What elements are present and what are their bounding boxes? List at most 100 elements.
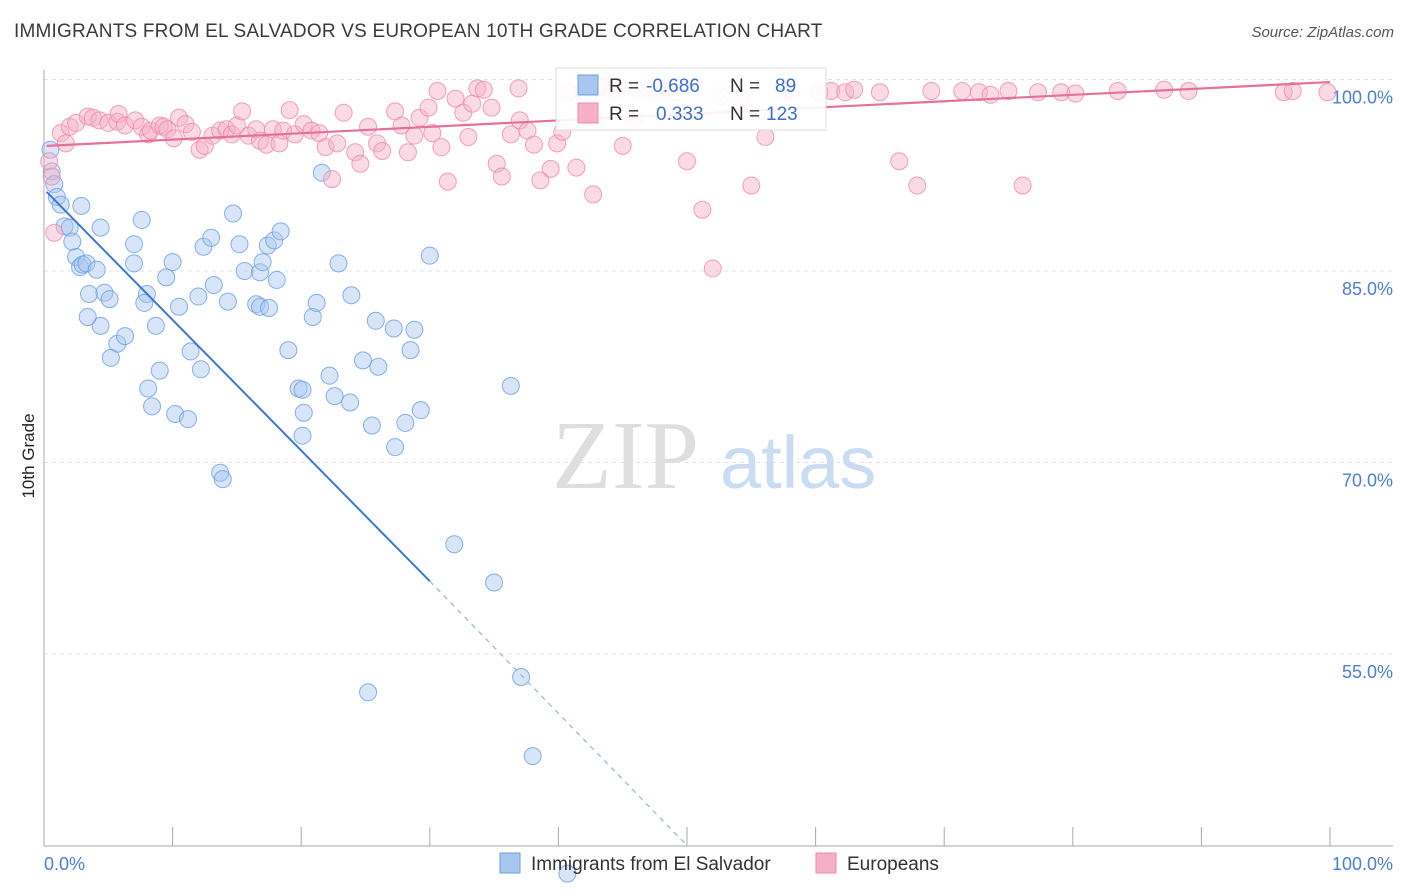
scatter-point [384,319,403,338]
scatter-point [742,176,761,195]
scatter-point [279,341,298,360]
scatter-point [176,115,195,134]
scatter-point [125,235,144,254]
y-tick-label: 55.0% [1342,662,1393,682]
scatter-point [411,401,430,420]
scatter-point [271,222,290,241]
legend-swatch-europeans [815,852,837,874]
legend-swatch-el-salvador [499,852,521,874]
scatter-point [312,163,331,182]
scatter-point [334,103,353,122]
scatter-point [373,141,392,160]
watermark-zip: ZIP [552,402,699,510]
scatter-point [139,379,158,398]
scatter-point [181,342,200,361]
source-label: Source: ZipAtlas.com [1251,24,1394,41]
scatter-point [541,159,560,178]
scatter-point [446,89,465,108]
scatter-point [182,122,201,141]
scatter-point [1108,81,1127,100]
scatter-point [693,200,712,219]
scatter-point [293,426,312,445]
scatter-point [510,111,529,130]
scatter-point [257,135,276,154]
y-axis-label: 10th Grade [19,413,38,498]
scatter-point [126,111,145,130]
scatter-point [132,117,151,136]
scatter-point [953,81,972,100]
scatter-point [845,80,864,99]
scatter-point [78,307,97,326]
stats-n-value-2: 123 [766,104,798,125]
scatter-point [51,195,70,214]
scatter-point [150,361,169,380]
scatter-point [445,535,464,554]
scatter-point [981,85,1000,104]
scatter-point [307,293,326,312]
chart-title: IMMIGRANTS FROM EL SALVADOR VS EUROPEAN … [14,21,823,42]
scatter-point [251,297,270,316]
scatter-point [419,98,438,117]
scatter-point [523,747,542,766]
scatter-point [329,254,348,273]
scatter-point [132,210,151,229]
stats-box-bg [555,67,827,131]
scatter-point [170,297,189,316]
x-tick-label-min: 0.0% [44,854,85,874]
scatter-point [432,138,451,157]
scatter-point [233,102,252,121]
scatter-point [80,284,99,303]
scatter-point [369,357,388,376]
scatter-point [116,327,135,346]
scatter-point [398,143,417,162]
scatter-point [204,276,223,295]
scatter-point [405,126,424,145]
scatter-point [135,293,154,312]
scatter-point [1283,81,1302,100]
scatter-point [227,116,246,135]
scatter-point [1029,83,1048,102]
scatter-point [423,124,442,143]
scatter-point [56,134,75,153]
scatter-point [316,138,335,157]
scatter-point [703,259,722,278]
scatter-point [567,158,586,177]
scatter-point [72,196,91,215]
scatter-point [548,134,567,153]
scatter-point [101,348,120,367]
scatter-point [63,232,82,251]
gridlines [44,79,1393,655]
scatter-point [170,108,189,127]
stats-n-value-1: 89 [775,76,796,97]
scatter-point [359,117,378,136]
scatter-point [91,218,110,237]
scatter-point [191,360,210,379]
scatter-point [91,316,110,335]
scatter-point [482,98,501,117]
scatter-point [109,104,128,123]
stats-n-label-1: N = [730,76,760,97]
scatter-point [230,235,249,254]
series-el-salvador-points [41,140,577,883]
scatter-point [341,393,360,412]
scatter-point [67,247,86,266]
scatter-point [908,176,927,195]
scatter-point [678,152,696,171]
scatter-point [420,246,439,265]
scatter-point [125,254,144,273]
scatter-point [213,470,232,489]
scatter-point [87,260,106,279]
scatter-point [224,204,243,223]
scatter-point [613,136,632,155]
scatter-point [146,316,165,335]
scatter-point [235,262,254,280]
scatter-point [280,101,299,120]
scatter-point [492,167,511,186]
watermark-atlas: atlas [720,421,876,504]
scatter-point [265,231,284,250]
legend: Immigrants from El Salvador Europeans [499,852,939,875]
scatter-point [267,270,286,289]
scatter-point [401,341,420,360]
scatter-point [362,416,381,435]
trend-line-el-salvador [45,191,431,582]
